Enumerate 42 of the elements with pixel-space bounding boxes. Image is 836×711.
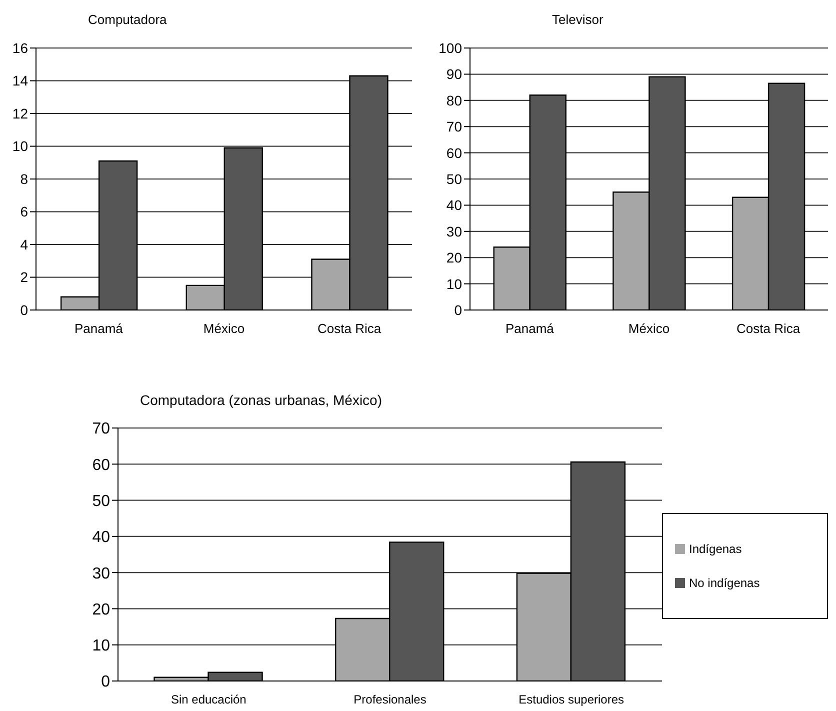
y-tick-label: 14 [12, 72, 28, 89]
y-tick-label: 10 [92, 638, 110, 655]
x-tick-label: Profesionales [354, 692, 426, 707]
y-tick-label: 50 [92, 492, 110, 510]
y-tick-label: 8 [20, 170, 28, 187]
y-tick-label: 50 [446, 170, 462, 187]
x-tick-label: Panamá [74, 321, 124, 336]
y-tick-label: 0 [101, 674, 110, 691]
y-tick-label: 10 [12, 138, 28, 154]
y-tick-label: 16 [12, 40, 28, 56]
chart-title: Computadora (zonas urbanas, México) [140, 392, 382, 408]
y-tick-label: 2 [20, 269, 28, 286]
x-tick-label: Costa Rica [318, 321, 382, 336]
y-tick-label: 20 [446, 250, 462, 266]
legend-label: No indígenas [689, 576, 760, 590]
y-tick-label: 0 [454, 302, 462, 318]
y-tick-label: 70 [446, 118, 462, 135]
y-tick-label: 0 [20, 302, 28, 318]
y-tick-label: 30 [446, 223, 462, 240]
chart-title: Computadora [88, 12, 167, 27]
y-tick-label: 70 [92, 420, 110, 438]
y-tick-label: 80 [446, 92, 462, 108]
y-tick-label: 60 [446, 144, 462, 161]
legend-label: Indígenas [689, 542, 742, 556]
y-tick-label: 12 [12, 105, 28, 122]
y-tick-label: 40 [92, 529, 110, 546]
x-tick-label: México [628, 321, 670, 336]
x-tick-label: Costa Rica [736, 321, 801, 336]
x-tick-label: Sin educación [170, 692, 246, 707]
y-tick-label: 4 [20, 236, 28, 252]
y-tick-label: 10 [446, 276, 462, 292]
y-tick-label: 40 [446, 197, 462, 214]
y-tick-label: 60 [92, 456, 110, 474]
chart-title: Televisor [552, 12, 604, 27]
x-tick-label: Estudios superiores [518, 692, 624, 707]
y-tick-label: 20 [92, 601, 110, 618]
x-tick-label: México [203, 321, 245, 336]
y-tick-label: 100 [438, 40, 462, 56]
x-tick-label: Panamá [505, 321, 555, 336]
y-tick-label: 90 [446, 66, 462, 82]
y-tick-label: 30 [92, 565, 110, 582]
y-tick-label: 6 [20, 204, 28, 220]
